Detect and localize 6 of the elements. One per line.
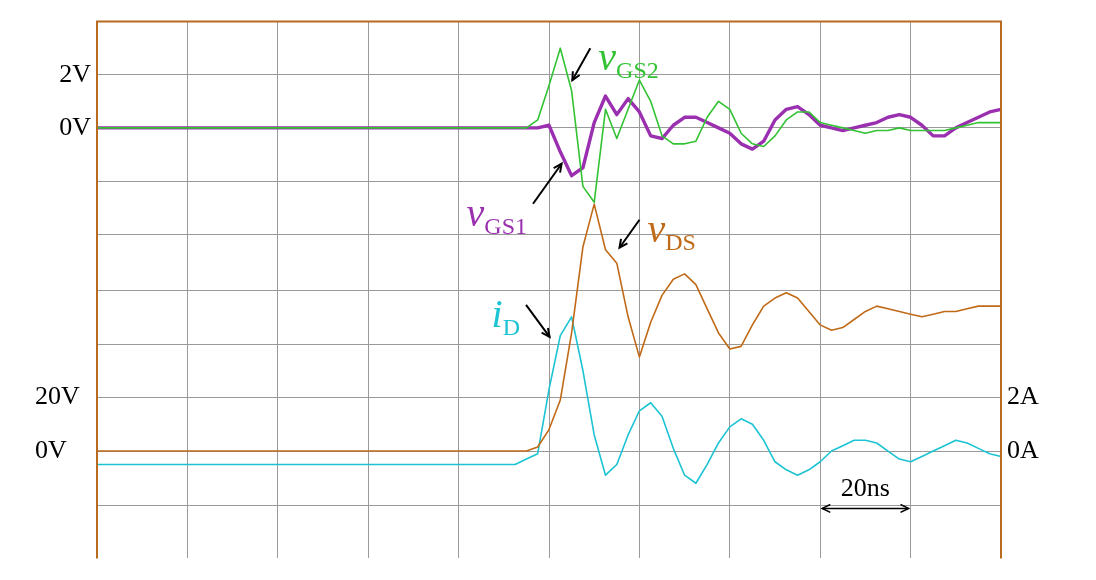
y-tick-label: 2V [59, 58, 92, 88]
y3-tick-label: 0A [1007, 434, 1039, 464]
y3-tick-label: 2A [1007, 381, 1039, 411]
annotation: 20ns [840, 473, 890, 503]
y2-tick-label: 0V [35, 434, 67, 464]
y2-tick-label: 20V [35, 381, 80, 411]
